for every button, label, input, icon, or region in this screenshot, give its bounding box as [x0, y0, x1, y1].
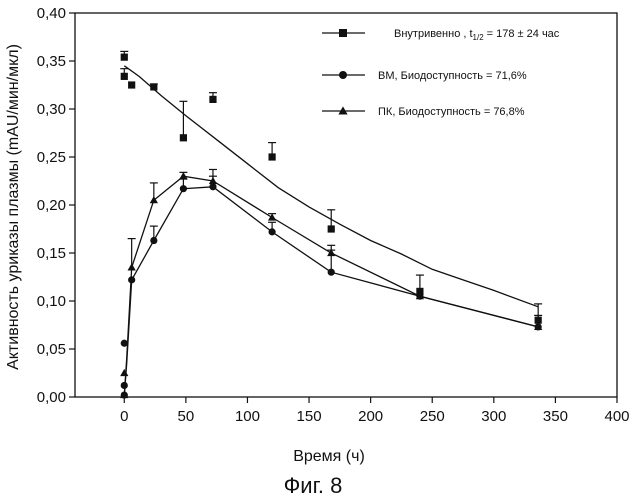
data-point — [120, 381, 128, 390]
y-tick-label: 0,20 — [37, 197, 66, 214]
x-axis-ticks: 0 50 100 150 200 250 300 350 400 — [120, 397, 630, 425]
series-line — [123, 65, 539, 308]
axes — [74, 12, 618, 398]
data-point — [209, 183, 217, 191]
legend-marker — [338, 106, 348, 115]
x-tick-label: 50 — [178, 408, 195, 425]
x-tick-label: 100 — [235, 408, 260, 425]
y-tick-label: 0,25 — [37, 149, 66, 166]
legend-label: Внутривенно , t1/2 = 178 ± 24 час — [394, 28, 560, 42]
x-tick-label: 250 — [420, 408, 445, 425]
data-point — [150, 236, 158, 245]
x-tick-label: 350 — [543, 408, 568, 425]
data-point — [268, 228, 276, 236]
data-point — [267, 213, 277, 221]
legend-label-tail: = 178 ± 24 час — [487, 28, 560, 40]
data-point — [120, 53, 128, 61]
data-point — [150, 83, 158, 91]
data-point — [327, 248, 336, 257]
legend-item-1: Внутривенно , t1/2 = 178 ± 24 час — [322, 28, 560, 42]
legend-item-3: ПК, Биодоступность = 76,8% — [322, 106, 525, 118]
y-axis-ticks: 0,00 0,05 0,10 0,15 0,20 0,25 0,30 0,35 0,40 — [37, 5, 75, 406]
x-axis-title: Время (ч) — [293, 448, 365, 465]
legend-label: ВМ, Биодоступность = 71,6% — [378, 70, 527, 82]
plot-frame — [74, 12, 618, 398]
data-point — [127, 263, 136, 271]
figure-caption: Фиг. 8 — [284, 473, 343, 498]
data-point — [534, 322, 543, 331]
x-tick-label: 300 — [481, 408, 506, 425]
legend-label-subscript: 1/2 — [473, 33, 485, 42]
data-point — [416, 287, 424, 295]
series-layer — [120, 50, 543, 399]
data-point — [120, 339, 128, 347]
x-tick-label: 0 — [120, 408, 128, 425]
legend-label-main: Внутривенно , t — [394, 28, 473, 40]
data-point — [120, 390, 129, 399]
data-point — [179, 172, 188, 180]
data-point — [128, 81, 136, 89]
data-point — [120, 72, 128, 80]
data-point — [179, 134, 187, 142]
x-tick-label: 200 — [358, 408, 383, 425]
data-point — [120, 368, 129, 377]
x-tick-label: 400 — [604, 408, 629, 425]
y-tick-label: 0,35 — [37, 53, 66, 70]
data-point — [327, 268, 335, 276]
y-tick-label: 0,30 — [37, 101, 66, 118]
y-tick-label: 0,15 — [37, 245, 66, 262]
y-axis-title: Активность уриказы плазмы (mAU/мин/мкл) — [5, 44, 22, 370]
legend: Внутривенно , t1/2 = 178 ± 24 час ВМ, Биод… — [322, 28, 560, 118]
legend-label: ПК, Биодоступность = 76,8% — [378, 106, 525, 118]
y-tick-label: 0,10 — [37, 293, 66, 310]
data-point — [149, 196, 158, 204]
x-tick-label: 150 — [297, 408, 322, 425]
data-point — [415, 292, 425, 300]
data-point — [208, 176, 218, 185]
y-tick-label: 0,40 — [37, 5, 66, 22]
data-point — [209, 95, 217, 103]
y-tick-label: 0,05 — [37, 341, 66, 358]
legend-marker — [339, 29, 347, 37]
data-point — [179, 185, 187, 193]
series-2 — [120, 168, 543, 399]
legend-marker — [339, 71, 347, 79]
legend-item-2: ВМ, Биодоступность = 71,6% — [322, 70, 527, 82]
data-point — [268, 153, 276, 161]
data-point — [327, 225, 335, 233]
series-line — [123, 175, 539, 396]
y-tick-label: 0,00 — [37, 389, 66, 406]
series-3 — [120, 171, 543, 399]
